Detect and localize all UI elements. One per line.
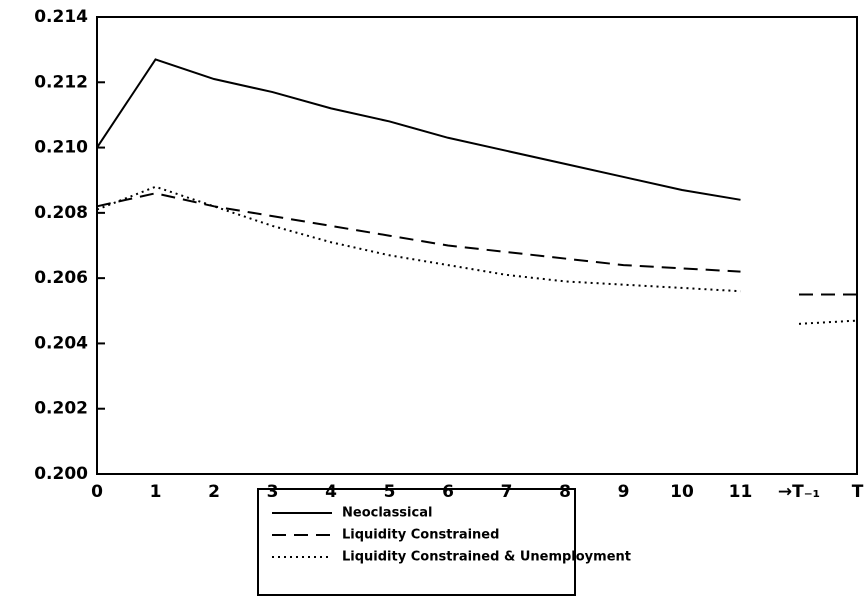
plot-frame [96,16,858,475]
y-tick-label: 0.202 [34,399,88,419]
legend-label: Neoclassical [342,506,432,521]
x-tick-label: 9 [618,482,630,502]
x-tick-label: 2 [208,482,220,502]
y-tick-label: 0.210 [34,138,88,158]
x-tick-label: 7 [501,482,513,502]
x-tick-label: 1 [150,482,162,502]
x-tick-label: 8 [559,482,571,502]
y-tick-label: 0.200 [34,464,88,484]
x-tick-label: 0 [91,482,103,502]
series-line [96,185,741,293]
x-tick-label: 3 [267,482,279,502]
y-tick-label: 0.206 [34,268,88,288]
y-tick-label: 0.212 [34,72,88,92]
x-tick-label: 11 [729,482,753,502]
series-line [798,319,858,325]
y-tick-label: 0.204 [34,333,88,353]
x-tick-label: 10 [670,482,694,502]
legend-box [257,488,576,596]
y-tick-label: 0.208 [34,203,88,223]
x-tick-label: →T₋₁ [778,482,820,502]
x-tick-label: 4 [325,482,337,502]
series-line [96,58,741,201]
y-tick-label: 0.214 [34,7,88,27]
x-tick-label: T [852,482,864,502]
x-tick-label: 6 [442,482,454,502]
legend-label: Liquidity Constrained [342,528,499,543]
x-tick-label: 5 [384,482,396,502]
legend-label: Liquidity Constrained & Unemployment [342,550,631,565]
